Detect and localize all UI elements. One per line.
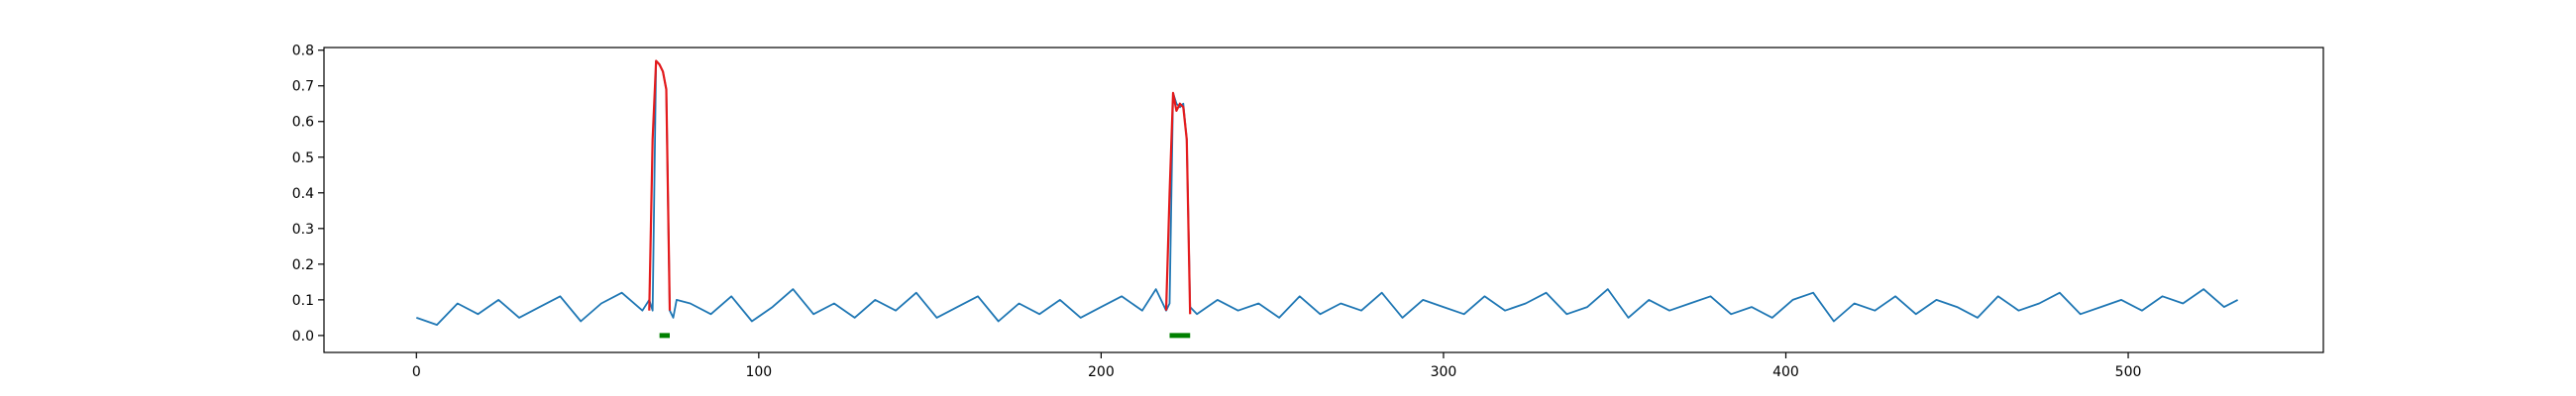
y-tick-label: 0.1 — [292, 293, 314, 309]
y-tick-label: 0.8 — [292, 44, 314, 59]
series-layer — [416, 59, 2239, 327]
x-tick-label: 400 — [1772, 364, 1799, 380]
y-tick-label: 0.2 — [292, 257, 314, 273]
x-tick-label: 500 — [2115, 364, 2142, 380]
anomaly-series-line-1 — [648, 59, 672, 311]
x-tick-label: 0 — [412, 364, 421, 380]
y-tick-label: 0.6 — [292, 115, 314, 131]
x-tick-label: 300 — [1431, 364, 1457, 380]
x-tick-label: 200 — [1088, 364, 1115, 380]
y-tick-label: 0.0 — [292, 329, 314, 345]
anomaly-series-line-2 — [1164, 91, 1192, 315]
axes-frame — [323, 47, 2324, 353]
axes-layer: 0 100 200 300 400 500 0.0 0.1 0.2 0.3 0.4 0.5 0.6 0.7… — [292, 44, 2324, 380]
x-tick-label: 100 — [745, 364, 772, 380]
y-tick-label: 0.7 — [292, 79, 314, 95]
y-tick-label: 0.5 — [292, 150, 314, 166]
y-tick-label: 0.3 — [292, 222, 314, 238]
y-tick-label: 0.4 — [292, 186, 314, 202]
